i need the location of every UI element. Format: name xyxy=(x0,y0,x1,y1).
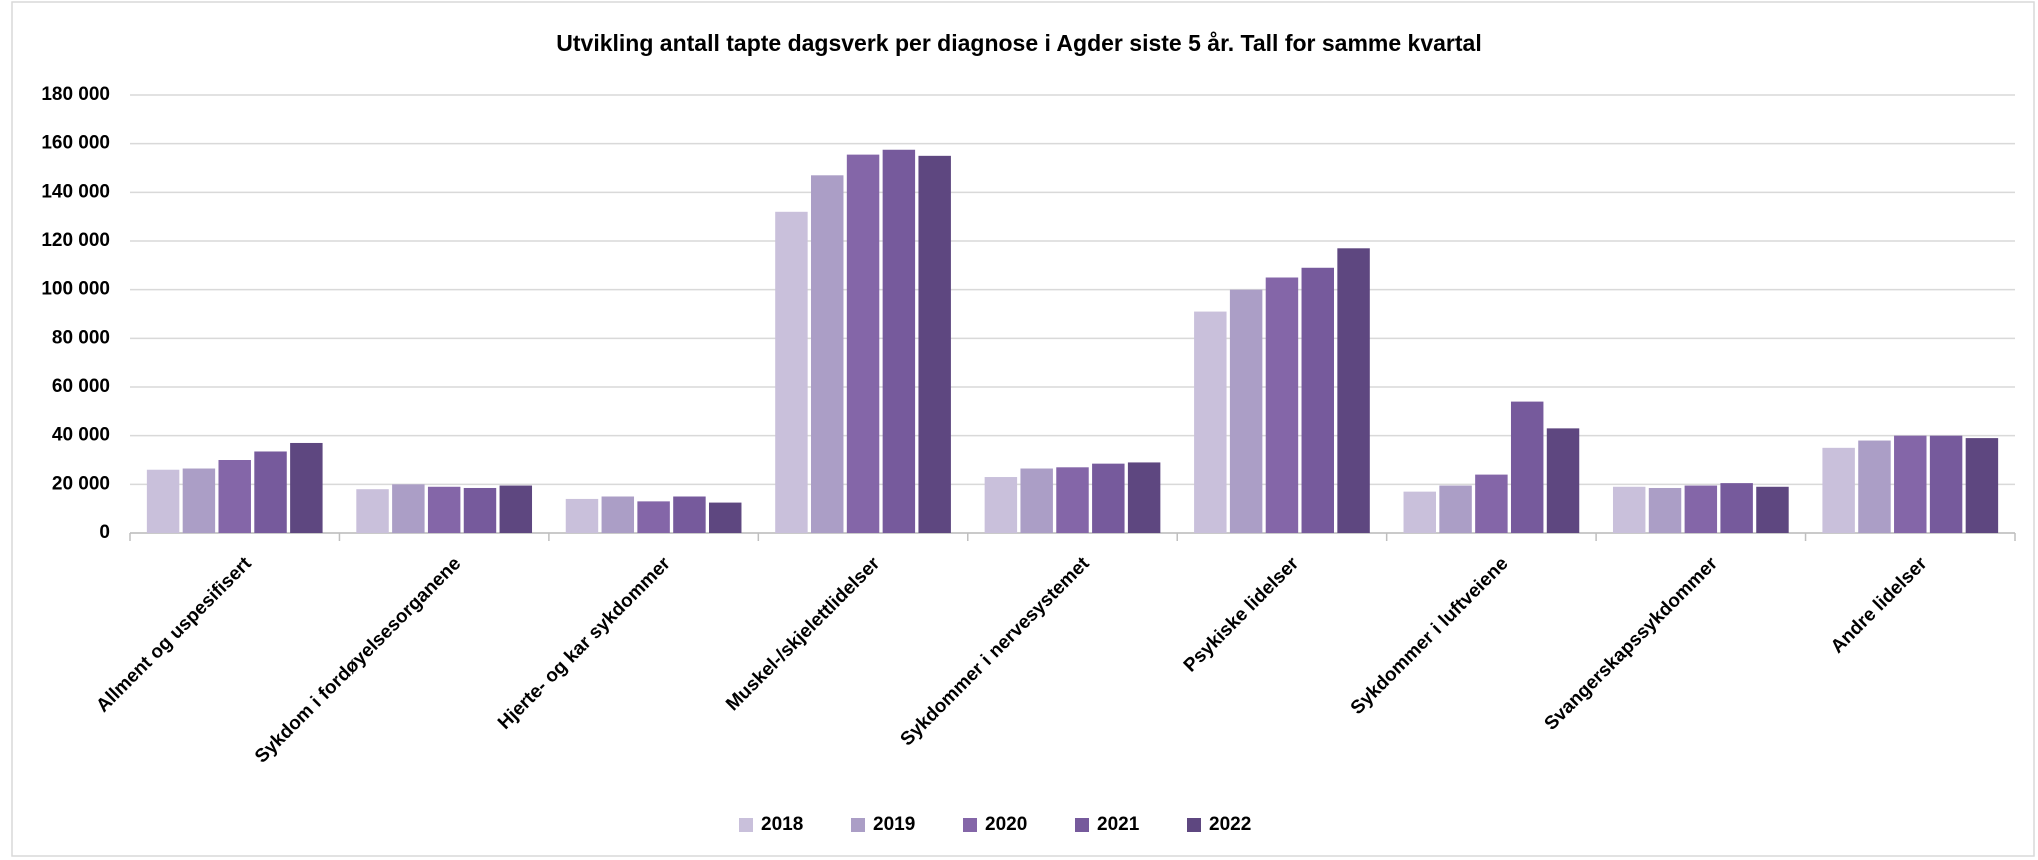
bar xyxy=(392,484,425,533)
bar xyxy=(1403,491,1436,533)
bar xyxy=(146,469,180,533)
bar xyxy=(811,175,844,534)
legend-label: 2020 xyxy=(985,814,1027,835)
bar xyxy=(1612,486,1646,533)
bar xyxy=(290,442,323,533)
bar xyxy=(182,468,216,533)
bar xyxy=(499,485,533,533)
bar xyxy=(1720,483,1753,533)
legend-swatch xyxy=(739,818,753,832)
bar xyxy=(1194,311,1227,533)
y-tick-label: 20 000 xyxy=(52,473,110,494)
bar xyxy=(1092,463,1125,533)
bar xyxy=(565,498,599,533)
bar xyxy=(882,149,916,533)
legend-swatch xyxy=(851,818,865,832)
bar xyxy=(601,496,635,533)
bar xyxy=(709,502,742,533)
bar xyxy=(637,501,670,533)
bar xyxy=(1929,435,1963,533)
bar xyxy=(1229,289,1263,533)
legend-label: 2022 xyxy=(1209,814,1251,835)
y-tick-label: 140 000 xyxy=(41,181,110,202)
legend-label: 2018 xyxy=(761,814,803,835)
y-tick-label: 100 000 xyxy=(41,279,110,300)
y-tick-label: 120 000 xyxy=(41,230,110,251)
bar xyxy=(1475,474,1508,533)
legend-swatch xyxy=(1187,818,1201,832)
legend-label: 2019 xyxy=(873,814,915,835)
y-tick-label: 80 000 xyxy=(52,327,110,348)
bar xyxy=(918,155,951,534)
bar xyxy=(1546,428,1580,533)
bar xyxy=(356,489,389,533)
bar xyxy=(1756,486,1789,533)
chart-title: Utvikling antall tapte dagsverk per diag… xyxy=(556,30,1481,56)
chart-frame xyxy=(11,1,2035,857)
bar xyxy=(1337,248,1370,534)
bar xyxy=(1301,267,1334,533)
bar xyxy=(984,477,1018,533)
bar xyxy=(1965,438,1999,533)
bar xyxy=(1056,467,1089,533)
bar xyxy=(1822,447,1855,533)
bar xyxy=(1510,401,1544,533)
y-tick-label: 160 000 xyxy=(41,133,110,154)
y-tick-label: 180 000 xyxy=(41,84,110,105)
y-tick-label: 40 000 xyxy=(52,425,110,446)
bar xyxy=(1648,487,1682,533)
bar xyxy=(1858,440,1891,533)
bar xyxy=(218,460,251,533)
bar xyxy=(775,211,808,534)
bar xyxy=(463,487,497,533)
bar xyxy=(1127,462,1161,533)
legend-swatch xyxy=(963,818,977,832)
bar xyxy=(1020,468,1053,533)
bar xyxy=(1439,485,1472,533)
bar xyxy=(254,451,287,533)
bar xyxy=(1684,485,1718,533)
bar xyxy=(1265,277,1299,533)
bar xyxy=(846,154,880,533)
y-tick-label: 60 000 xyxy=(52,376,110,397)
legend-label: 2021 xyxy=(1097,814,1140,835)
legend-swatch xyxy=(1075,818,1089,832)
bar xyxy=(1894,435,1927,533)
y-tick-label: 0 xyxy=(99,522,110,543)
bar xyxy=(427,486,461,533)
bar xyxy=(673,496,706,533)
